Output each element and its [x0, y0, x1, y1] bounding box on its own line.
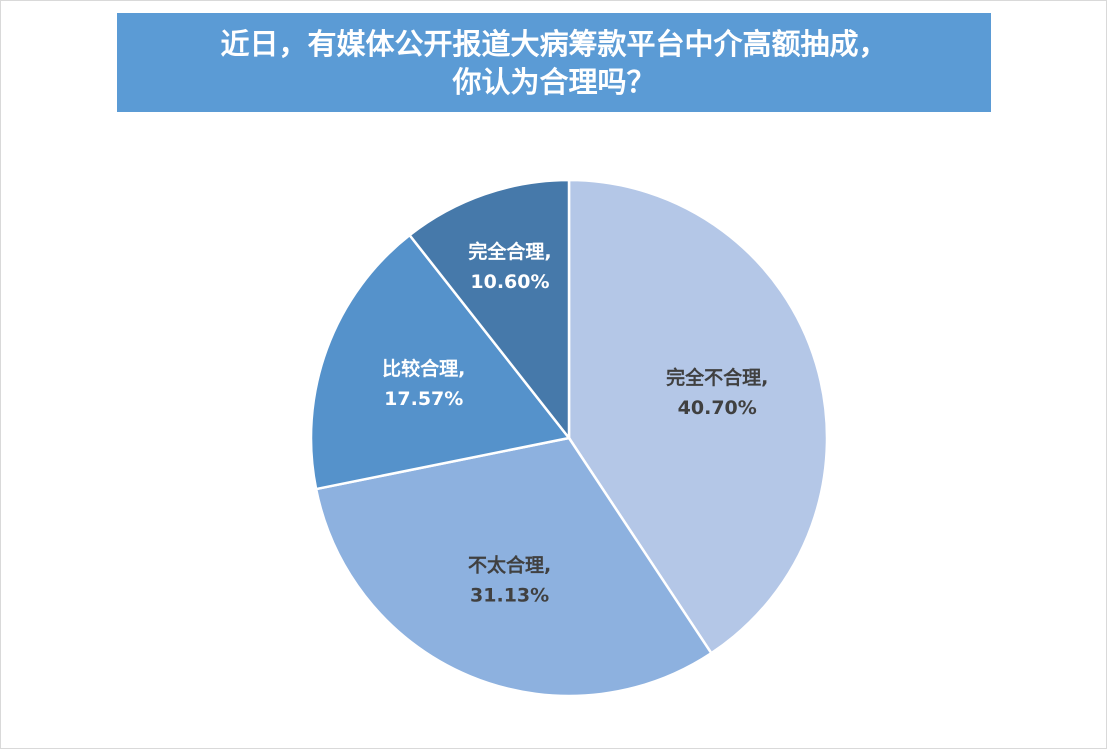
slice-category-label: 不太合理,: [468, 553, 551, 576]
slice-value-label: 10.60%: [470, 271, 549, 293]
slice-value-label: 40.70%: [678, 397, 757, 419]
slice-value-label: 17.57%: [384, 388, 463, 410]
pie-slice: [407, 178, 571, 442]
slice-category-label: 比较合理,: [382, 357, 465, 380]
slice-category-label: 完全不合理,: [666, 366, 768, 389]
slice-value-label: 31.13%: [470, 584, 549, 606]
chart-title: 近日，有媒体公开报道大病筹款平台中介高额抽成， 你认为合理吗？: [117, 13, 991, 112]
slice-category-label: 完全合理,: [468, 240, 551, 263]
pie-slice: [314, 436, 714, 698]
pie-slice: [309, 233, 572, 491]
